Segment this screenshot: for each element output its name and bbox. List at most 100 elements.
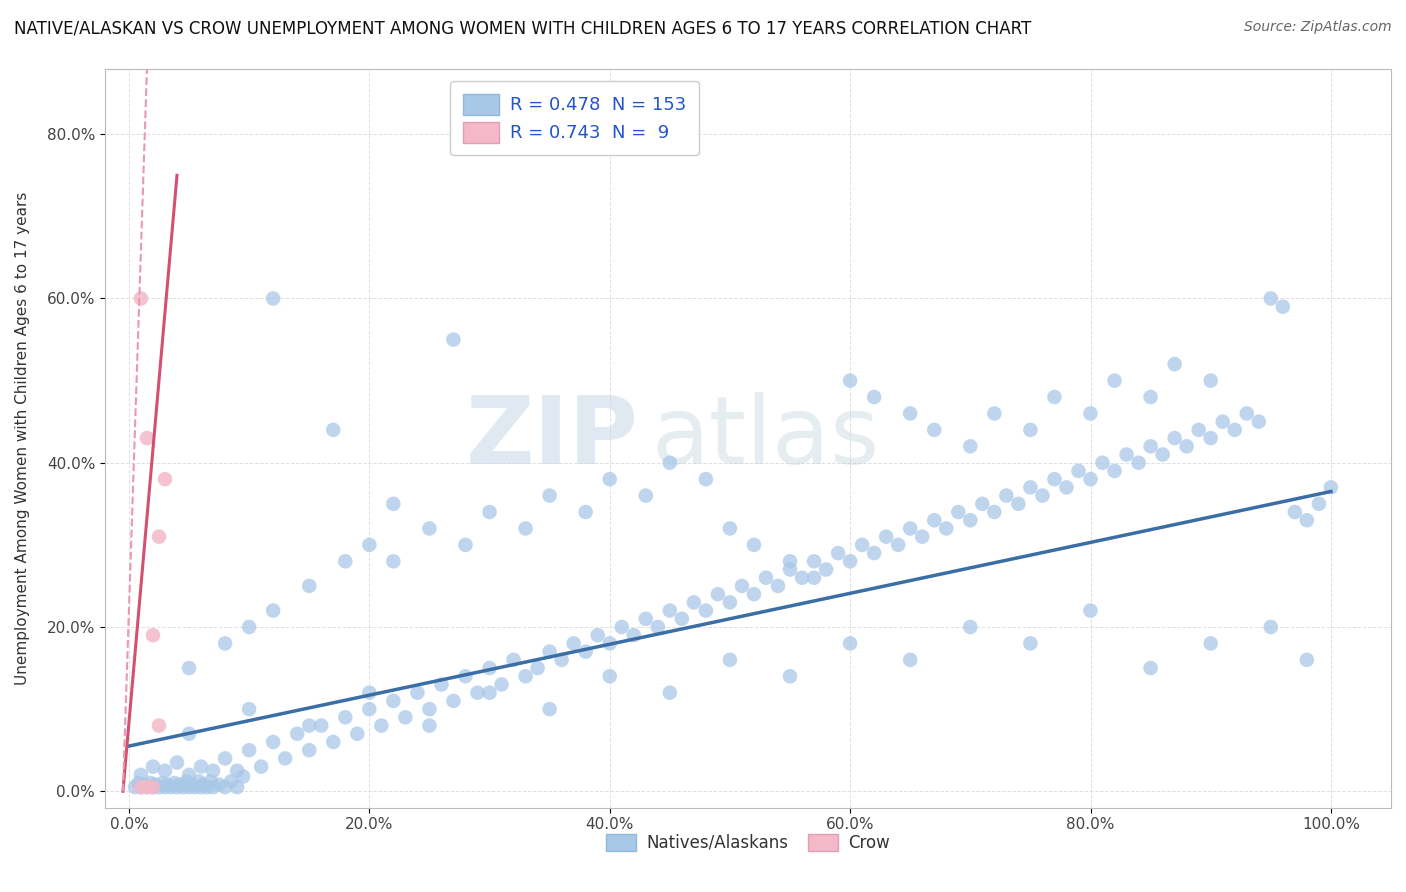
Point	[731, 579, 754, 593]
Point	[202, 780, 225, 794]
Point	[634, 489, 657, 503]
Point	[148, 718, 170, 732]
Point	[176, 774, 198, 789]
Point	[562, 636, 585, 650]
Point	[322, 423, 344, 437]
Point	[142, 780, 165, 794]
Point	[238, 743, 260, 757]
Point	[177, 727, 200, 741]
Point	[418, 521, 440, 535]
Point	[298, 718, 321, 732]
Point	[1199, 374, 1222, 388]
Point	[839, 554, 862, 568]
Point	[935, 521, 957, 535]
Point	[599, 472, 621, 486]
Point	[454, 538, 477, 552]
Point	[1104, 464, 1126, 478]
Point	[136, 780, 159, 794]
Point	[177, 780, 200, 794]
Point	[1115, 448, 1137, 462]
Point	[983, 505, 1005, 519]
Point	[335, 554, 357, 568]
Point	[382, 497, 405, 511]
Point	[238, 620, 260, 634]
Point	[129, 780, 152, 794]
Point	[972, 497, 994, 511]
Point	[262, 603, 284, 617]
Point	[1152, 448, 1174, 462]
Point	[959, 620, 981, 634]
Point	[184, 780, 207, 794]
Point	[142, 628, 165, 642]
Point	[839, 374, 862, 388]
Point	[145, 778, 167, 792]
Point	[515, 669, 537, 683]
Point	[658, 603, 681, 617]
Point	[153, 780, 176, 794]
Point	[467, 686, 489, 700]
Point	[1139, 439, 1161, 453]
Point	[1284, 505, 1306, 519]
Point	[142, 780, 165, 794]
Point	[346, 727, 368, 741]
Point	[382, 554, 405, 568]
Point	[226, 764, 249, 778]
Point	[129, 292, 152, 306]
Point	[153, 472, 176, 486]
Point	[129, 780, 152, 794]
Point	[742, 587, 765, 601]
Point	[863, 546, 886, 560]
Point	[129, 768, 152, 782]
Point	[160, 780, 183, 794]
Point	[1043, 472, 1066, 486]
Point	[1128, 456, 1150, 470]
Point	[1271, 300, 1294, 314]
Point	[193, 778, 215, 792]
Point	[169, 778, 191, 792]
Point	[948, 505, 970, 519]
Point	[1308, 497, 1330, 511]
Point	[238, 702, 260, 716]
Point	[658, 456, 681, 470]
Point	[1163, 431, 1185, 445]
Point	[214, 751, 236, 765]
Point	[575, 505, 598, 519]
Point	[995, 489, 1018, 503]
Point	[538, 702, 561, 716]
Point	[177, 661, 200, 675]
Point	[634, 612, 657, 626]
Point	[285, 727, 308, 741]
Point	[779, 669, 801, 683]
Point	[136, 431, 159, 445]
Point	[1163, 357, 1185, 371]
Point	[1139, 390, 1161, 404]
Point	[1199, 636, 1222, 650]
Point	[779, 554, 801, 568]
Point	[443, 694, 465, 708]
Point	[863, 390, 886, 404]
Point	[190, 780, 212, 794]
Point	[250, 759, 273, 773]
Point	[187, 774, 209, 789]
Point	[815, 562, 838, 576]
Point	[1199, 431, 1222, 445]
Point	[418, 718, 440, 732]
Point	[478, 686, 501, 700]
Point	[898, 407, 921, 421]
Point	[190, 759, 212, 773]
Point	[658, 686, 681, 700]
Point	[274, 751, 297, 765]
Point	[478, 661, 501, 675]
Point	[418, 702, 440, 716]
Point	[124, 780, 146, 794]
Point	[1019, 480, 1042, 494]
Point	[335, 710, 357, 724]
Point	[1091, 456, 1114, 470]
Point	[1139, 661, 1161, 675]
Point	[623, 628, 645, 642]
Point	[1043, 390, 1066, 404]
Point	[1067, 464, 1090, 478]
Point	[132, 778, 155, 792]
Point	[298, 743, 321, 757]
Point	[959, 439, 981, 453]
